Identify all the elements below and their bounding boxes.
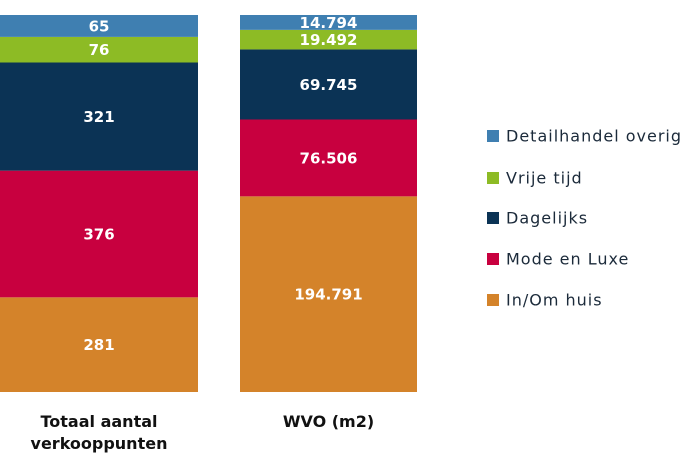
value-label: 376 xyxy=(83,225,114,243)
value-label: 69.745 xyxy=(300,76,358,94)
value-label: 281 xyxy=(83,336,114,354)
legend-label: Mode en Luxe xyxy=(506,250,629,269)
legend-label: In/Om huis xyxy=(506,291,603,310)
legend-swatch xyxy=(487,294,499,306)
legend-label: Vrije tijd xyxy=(506,169,583,188)
bar-segment xyxy=(0,297,198,392)
legend-swatch xyxy=(487,172,499,184)
value-label: 76 xyxy=(89,41,110,59)
value-label: 194.791 xyxy=(294,286,362,304)
legend-swatch xyxy=(487,130,499,142)
bar-segment xyxy=(240,29,417,50)
bar-segment xyxy=(0,62,198,171)
legend-label: Detailhandel overig xyxy=(506,127,682,146)
category-label: Totaal aantal verkooppunten xyxy=(30,412,168,453)
value-label: 321 xyxy=(83,108,114,126)
bar-segment xyxy=(240,15,417,30)
bar-segment xyxy=(240,196,417,392)
bar-segment xyxy=(0,15,198,37)
category-label: WVO (m2) xyxy=(282,412,375,431)
value-label: 19.492 xyxy=(300,31,358,49)
value-label: 14.794 xyxy=(300,14,358,32)
value-label: 65 xyxy=(89,17,110,35)
legend-swatch xyxy=(487,212,499,224)
bar-segment xyxy=(240,119,417,197)
bar-segment xyxy=(240,49,417,120)
legend-label: Dagelijks xyxy=(506,209,588,228)
bar-segment xyxy=(0,36,198,63)
value-label: 76.506 xyxy=(300,149,358,167)
bar-segment xyxy=(0,170,198,298)
legend-swatch xyxy=(487,253,499,265)
